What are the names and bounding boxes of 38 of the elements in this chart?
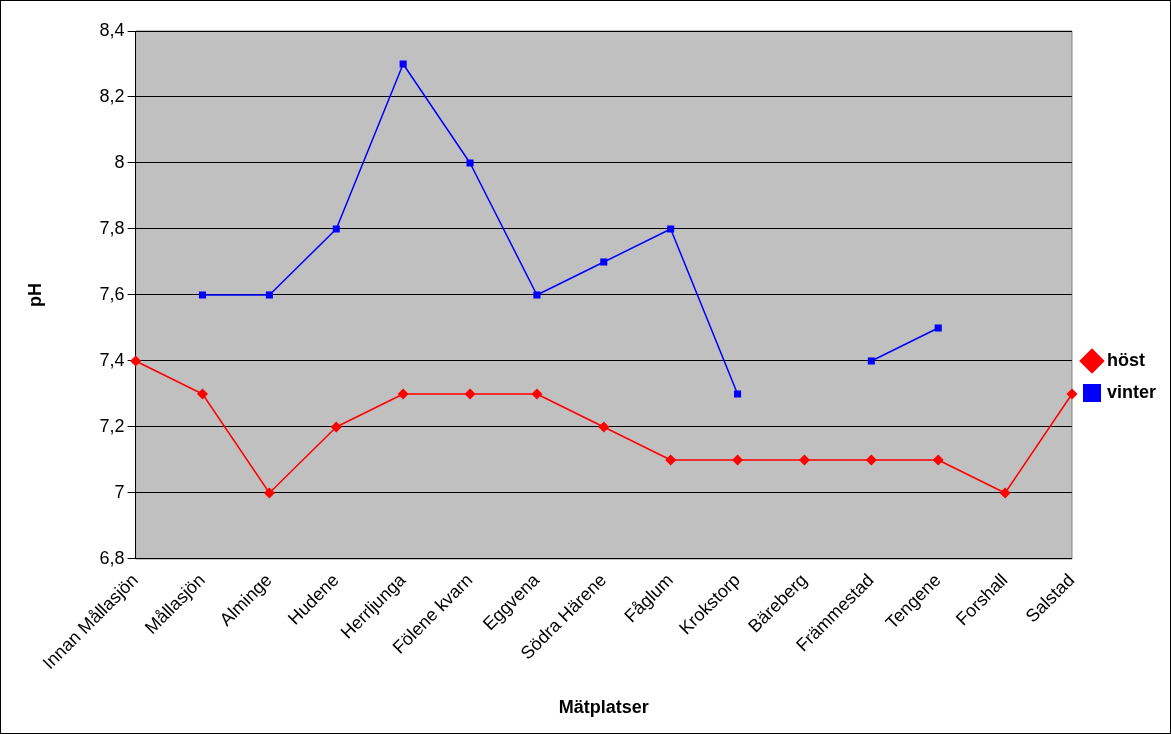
point	[263, 487, 275, 499]
legend-label: vinter	[1106, 381, 1157, 402]
point	[798, 454, 810, 466]
y-tick-label: 8,2	[99, 85, 125, 106]
point	[265, 291, 273, 299]
legend-label: höst	[1106, 349, 1145, 370]
point	[600, 258, 608, 266]
point	[1066, 388, 1078, 400]
y-tick-label: 7,6	[99, 283, 125, 304]
y-tick-label: 7,2	[99, 415, 125, 436]
point	[399, 60, 407, 68]
point	[667, 225, 675, 233]
point	[734, 390, 742, 398]
point	[330, 421, 342, 433]
point	[197, 388, 209, 400]
y-tick-label: 7,8	[99, 217, 125, 238]
point	[934, 324, 942, 332]
point	[198, 291, 207, 299]
point	[598, 421, 610, 433]
point	[332, 225, 340, 233]
point	[865, 454, 877, 466]
point	[999, 487, 1011, 499]
point	[533, 291, 541, 299]
point	[867, 357, 875, 365]
x-axis-title: Mätplatser	[558, 697, 649, 718]
y-tick-label: 7,4	[99, 349, 125, 370]
point	[665, 454, 677, 466]
y-tick-label: 7	[114, 481, 125, 502]
y-axis-title: pH	[24, 282, 45, 307]
point	[732, 454, 744, 466]
point	[464, 388, 476, 400]
point	[932, 454, 944, 466]
y-tick-label: 8,4	[99, 19, 125, 40]
point	[397, 388, 409, 400]
point	[466, 159, 474, 167]
y-tick-label: 6,8	[99, 547, 125, 568]
point	[531, 388, 543, 400]
y-tick-label: 8	[114, 151, 125, 172]
